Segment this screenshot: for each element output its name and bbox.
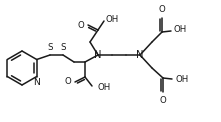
Text: O: O [159,5,165,14]
Text: O: O [160,96,166,105]
Text: OH: OH [174,25,187,35]
Text: OH: OH [106,15,119,25]
Text: OH: OH [97,82,110,92]
Text: N: N [136,50,144,60]
Text: N: N [94,50,102,60]
Text: S: S [60,42,66,51]
Text: O: O [77,20,84,30]
Text: N: N [33,78,40,87]
Text: S: S [47,42,53,51]
Text: O: O [64,77,71,86]
Text: OH: OH [175,76,188,85]
